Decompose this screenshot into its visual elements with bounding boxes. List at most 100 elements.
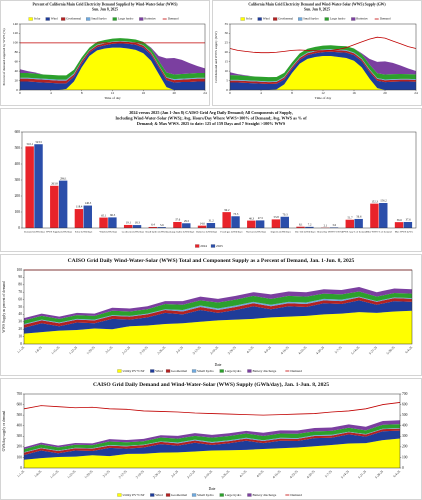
- y2-tick-label: 0: [402, 466, 404, 470]
- chart-title: Sun. Jun 8, 2025: [92, 8, 118, 12]
- x-tick-label: 20: [383, 91, 387, 95]
- x-tick-label: 5-7-25: [324, 469, 333, 478]
- y-tick-label: 60: [18, 297, 22, 301]
- stacked-area: [24, 420, 400, 450]
- y-tick-label: 5: [226, 78, 228, 82]
- chart-title: Sun. Jun 8, 2025: [304, 8, 330, 12]
- y-tick-label: 80: [15, 50, 19, 54]
- bar: [50, 185, 59, 228]
- x-tick-label: 2-19-25: [135, 469, 145, 479]
- y-tick-label: 400: [17, 424, 23, 428]
- legend-label: Wind: [155, 369, 163, 373]
- x-tick-label: 4-2-25: [239, 469, 248, 478]
- stacked-area: [24, 428, 400, 455]
- bar-value-label: 8.1: [299, 222, 303, 226]
- x-tick-label: 12: [321, 91, 325, 95]
- bar-value-label: 118.4: [76, 205, 83, 209]
- legend-label: Demand: [168, 17, 179, 21]
- legend-label: Wind: [155, 493, 163, 497]
- bar-value-label: 46.3: [249, 216, 255, 220]
- legend-swatch: [257, 17, 262, 21]
- legend-label: Wind: [51, 17, 58, 21]
- legend-label: Demand: [380, 17, 391, 21]
- x-tick-label: 5-7-25: [334, 345, 343, 354]
- bar-value-label: 7.2: [308, 223, 312, 227]
- legend-swatch: [165, 493, 171, 497]
- legend-swatch: [45, 17, 50, 21]
- x-tick-label: 1-29-25: [86, 345, 96, 355]
- y2-tick-label: 500: [402, 413, 408, 417]
- x-tick-label: Wind (GWh/day): [99, 231, 117, 234]
- plot-border: [23, 269, 413, 345]
- y-tick-label: 10: [18, 334, 22, 338]
- bar: [231, 216, 240, 228]
- x-tick-label: 6-4-25: [404, 345, 413, 354]
- x-tick-label: 1-15-25: [49, 469, 59, 479]
- legend-label: Battery discharge: [252, 493, 276, 497]
- legend-swatch: [240, 17, 245, 21]
- y-axis-label: Grid demand and WWS supply (GW): [214, 31, 218, 82]
- bar-value-label: 37.6: [406, 218, 412, 222]
- legend-swatch: [195, 244, 200, 248]
- stacked-area: [24, 296, 412, 325]
- y-tick-label: 600: [17, 402, 23, 406]
- x-tick-label: Fossil gas (GWh/day): [220, 231, 242, 234]
- bar: [354, 218, 363, 228]
- stacked-area: [20, 38, 205, 80]
- stacked-area: [24, 310, 412, 344]
- legend-swatch: [273, 17, 278, 21]
- stacked-area: [20, 43, 205, 90]
- x-tick-label: Imports (GWh/day): [271, 231, 291, 234]
- bar: [132, 225, 142, 228]
- bar-value-label: 51.7: [347, 215, 353, 219]
- bar-value-label: 99.2: [224, 208, 230, 212]
- bar: [25, 146, 34, 228]
- stacked-area: [24, 430, 400, 460]
- stacked-area: [24, 297, 412, 328]
- bar: [247, 220, 256, 228]
- x-tick-label: 3-26-25: [220, 469, 230, 479]
- legend-swatch: [324, 17, 329, 21]
- legend-label: Small hydro: [197, 493, 214, 497]
- y-tick-label: 0: [226, 88, 228, 92]
- y2-tick-label: 400: [402, 424, 408, 428]
- x-tick-label: 2-12-25: [121, 345, 131, 355]
- chart-title: CAISO Grid Daily Wind-Water-Solar (WWS) …: [68, 257, 355, 264]
- bar: [148, 226, 157, 228]
- bar: [74, 209, 84, 228]
- x-tick-label: 4-16-25: [272, 469, 282, 479]
- y2-tick-label: 600: [402, 402, 408, 406]
- x-tick-label: 3-19-25: [203, 469, 213, 479]
- y-tick-label: 300: [17, 434, 23, 438]
- x-tick-label: 0: [19, 91, 21, 95]
- legend-label: Geothermal: [171, 369, 187, 373]
- legend-label: Large hydro: [225, 493, 242, 497]
- legend-swatch: [139, 17, 144, 21]
- bar: [403, 221, 413, 228]
- legend-label: Large hydro: [330, 17, 346, 21]
- bar-value-label: 18.3: [135, 221, 141, 225]
- legend-label: Small hydro: [303, 17, 319, 21]
- bar-value-label: 6.4: [151, 223, 155, 227]
- stacked-area: [20, 47, 205, 90]
- bar: [173, 221, 182, 228]
- demand-line: [229, 36, 417, 54]
- x-tick-label: Nuclear (GWh/day): [246, 231, 266, 234]
- legend-label: Wind: [263, 17, 270, 21]
- legend-label: Large hydro: [225, 369, 242, 373]
- x-tick-label: Batteries (GWh/day): [196, 231, 217, 234]
- legend-swatch: [112, 17, 117, 21]
- chart-title: Percent of California Main Grid Electric…: [32, 3, 178, 7]
- legend-swatch: [165, 369, 171, 373]
- bar-value-label: 3.6: [332, 223, 336, 227]
- bar-value-label: 73.3: [233, 212, 239, 216]
- legend-label: Utility PV+CSP: [122, 493, 144, 497]
- y2-tick-label: 100: [402, 455, 408, 459]
- x-axis-label: Date: [215, 363, 222, 367]
- x-tick-label: 3-12-25: [186, 469, 196, 479]
- bar: [370, 203, 379, 228]
- x-tick-label: Max WWS (GW): [395, 231, 413, 234]
- legend-swatch: [117, 369, 122, 373]
- plot-border: [21, 131, 417, 229]
- y-tick-label: 0: [18, 226, 20, 230]
